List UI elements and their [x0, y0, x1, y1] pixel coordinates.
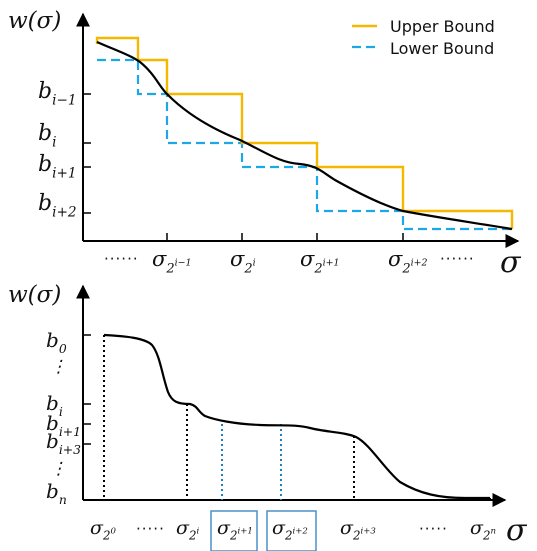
bottom-y-label-5: ⋮ [50, 459, 67, 479]
top-y-axis-title: w(σ) [8, 8, 61, 34]
top-x-label-1: σ2i [230, 247, 256, 276]
bottom-x-label-2: σ2i+1 [217, 517, 253, 543]
legend: Upper Bound Lower Bound [352, 17, 495, 58]
top-x-labels: σ2i−1 σ2i σ2i+1 σ2i+2 [152, 247, 428, 276]
bottom-drop-lines [103, 335, 491, 500]
bottom-y-label-6: bn [46, 479, 67, 507]
top-y-label-2: bi+1 [38, 152, 77, 182]
legend-upper-label: Upper Bound [390, 17, 495, 36]
lower-bound-line [97, 58, 512, 231]
top-x-label-0: σ2i−1 [152, 247, 192, 276]
top-y-label-1: bi [38, 121, 56, 151]
top-x-ticks [166, 233, 404, 241]
top-x-label-2: σ2i+1 [300, 247, 340, 276]
bottom-y-label-2: bi [46, 391, 63, 419]
bottom-weight-curve [103, 333, 490, 500]
top-weight-curve [96, 40, 513, 231]
bottom-y-ticks [83, 334, 91, 445]
highlight-box-2-i2 [266, 510, 317, 551]
top-x-label-3: σ2i+2 [388, 247, 428, 276]
bottom-y-axis-title: w(σ) [8, 282, 61, 308]
bottom-y-label-0: b0 [46, 328, 67, 356]
bottom-x-label-0: σ20 [90, 517, 116, 543]
bottom-x-label-3: σ2i+2 [272, 517, 308, 543]
top-y-label-3: bi+2 [38, 191, 77, 221]
highlight-box-2-i1 [210, 510, 258, 551]
bottom-y-label-4: bi+3 [46, 429, 81, 457]
bottom-x-axis-title: σ [506, 513, 528, 548]
bottom-x-label-1: σ2i [176, 517, 199, 543]
bottom-x-labels: σ20 σ2i σ2i+1 σ2i+2 σ2i+3 σ2n [90, 517, 496, 543]
bottom-x-dots-1: ····· [136, 520, 165, 538]
top-x-dots-left: ······ [104, 250, 139, 268]
top-panel: Upper Bound Lower Bound w(σ) σ bi−1bibi+… [8, 8, 522, 280]
top-y-ticks [83, 93, 91, 214]
top-y-label-0: bi−1 [38, 79, 77, 109]
bottom-x-label-4: σ2i+3 [340, 517, 376, 543]
top-x-axis-title: σ [500, 245, 522, 280]
top-x-dots-right: ······ [440, 250, 475, 268]
bottom-x-dots-2: ····· [419, 520, 448, 538]
bottom-y-label-3: bi+1 [46, 411, 81, 439]
bottom-x-label-5: σ2n [470, 517, 496, 543]
legend-lower-label: Lower Bound [390, 39, 494, 58]
bottom-y-label-1: ⋮ [50, 357, 67, 377]
upper-bound-line [95, 36, 514, 229]
